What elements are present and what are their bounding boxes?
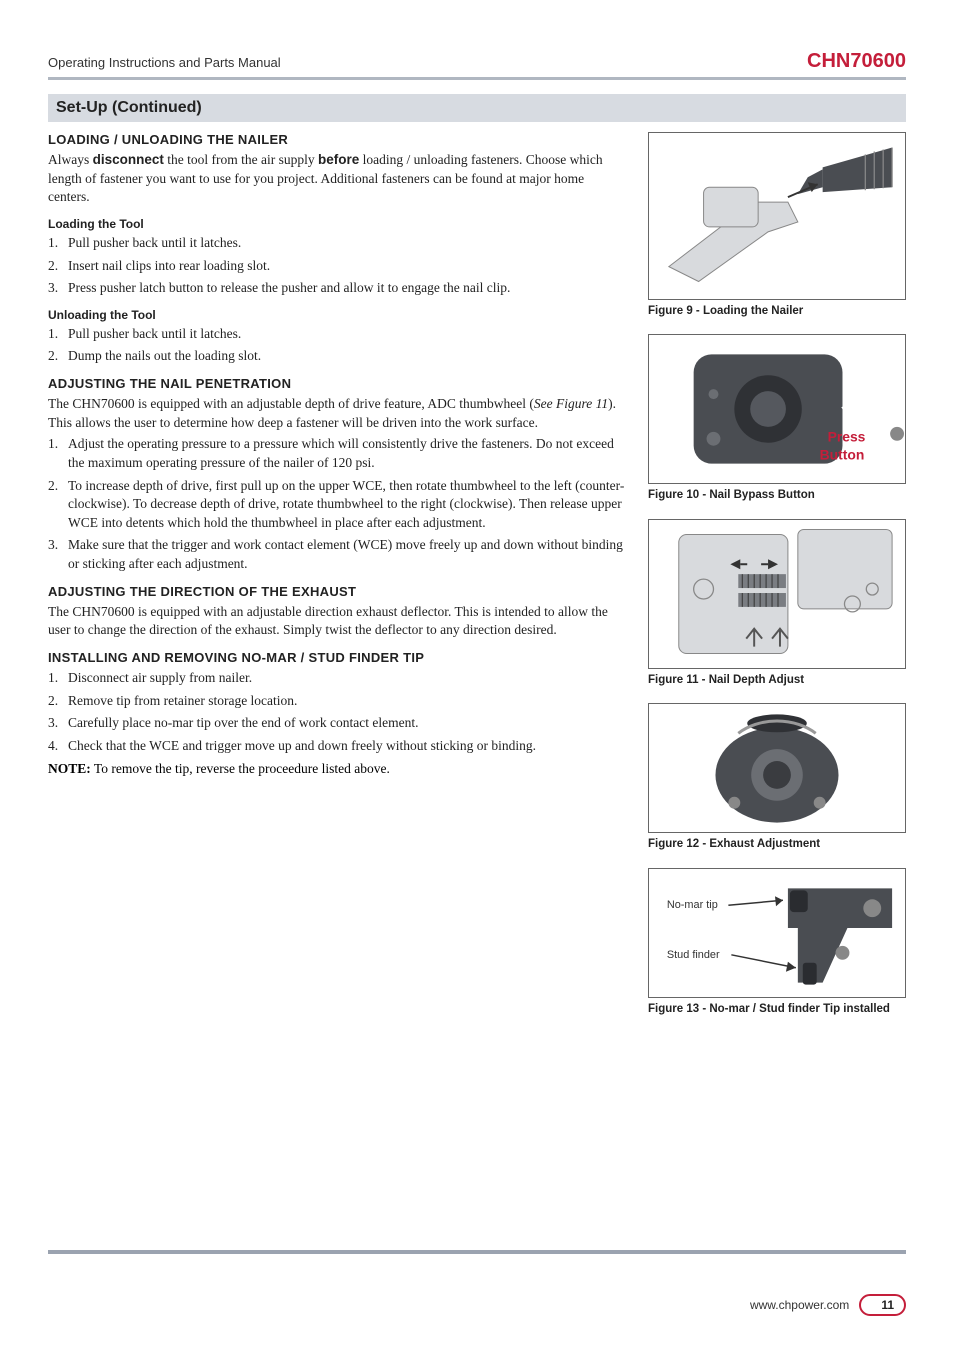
content: LOADING / UNLOADING THE NAILER Always di… [48,132,906,1032]
step: Disconnect air supply from nailer. [48,669,628,688]
step: Make sure that the trigger and work cont… [48,536,628,573]
page-header: Operating Instructions and Parts Manual … [48,50,906,80]
loading-intro: Always disconnect the tool from the air … [48,151,628,207]
penetration-heading: ADJUSTING THE NAIL PENETRATION [48,376,628,391]
figure-12 [648,703,906,833]
section-title: Set-Up (Continued) [48,94,906,122]
step: Dump the nails out the loading slot. [48,347,628,366]
step: Insert nail clips into rear loading slot… [48,257,628,276]
exhaust-heading: ADJUSTING THE DIRECTION OF THE EXHAUST [48,584,628,599]
figure-11 [648,519,906,669]
figure-13: No-mar tip Stud finder [648,868,906,998]
figure-10: Press Button [648,334,906,484]
figure-12-caption: Figure 12 - Exhaust Adjustment [648,837,906,851]
footer-rule [48,1250,906,1254]
figure-10-caption: Figure 10 - Nail Bypass Button [648,488,906,502]
right-column: Figure 9 - Loading the Nailer Press Butt… [648,132,906,1032]
step: Adjust the operating pressure to a press… [48,435,628,472]
button-label: Button [820,447,865,463]
penetration-steps: Adjust the operating pressure to a press… [48,435,628,573]
unloading-tool-heading: Unloading the Tool [48,308,628,322]
note-label: NOTE: [48,761,91,776]
penetration-intro: The CHN70600 is equipped with an adjusta… [48,395,628,432]
figure-11-caption: Figure 11 - Nail Depth Adjust [648,673,906,687]
step: To increase depth of drive, first pull u… [48,477,628,533]
model-number: CHN70600 [807,50,906,73]
loading-steps: Pull pusher back until it latches. Inser… [48,234,628,298]
nailer-loading-icon [649,132,905,300]
depth-adjust-icon [649,519,905,669]
step: Press pusher latch button to release the… [48,279,628,298]
step: Pull pusher back until it latches. [48,325,628,344]
note-text: To remove the tip, reverse the proceedur… [91,761,390,776]
unloading-steps: Pull pusher back until it latches. Dump … [48,325,628,366]
t: The CHN70600 is equipped with an adjusta… [48,396,534,411]
t: before [318,152,359,167]
t: Always [48,152,93,167]
figure-9 [648,132,906,300]
t: the tool from the air supply [164,152,318,167]
loading-tool-heading: Loading the Tool [48,217,628,231]
tip-note: NOTE: To remove the tip, reverse the pro… [48,761,628,777]
bypass-button-icon: Press Button [649,334,905,484]
step: Check that the WCE and trigger move up a… [48,737,628,756]
exhaust-adjust-icon [649,703,905,833]
t: See Figure 11 [534,396,608,411]
figure-13-caption: Figure 13 - No-mar / Stud finder Tip ins… [648,1002,906,1016]
press-label: Press [828,429,866,445]
page-number: 11 [859,1294,906,1316]
stud-finder-label: Stud finder [667,948,720,960]
footer-url: www.chpower.com [750,1298,849,1312]
header-left: Operating Instructions and Parts Manual [48,55,281,70]
step: Pull pusher back until it latches. [48,234,628,253]
exhaust-text: The CHN70600 is equipped with an adjusta… [48,603,628,640]
tip-heading: INSTALLING AND REMOVING NO-MAR / STUD FI… [48,650,628,665]
tip-steps: Disconnect air supply from nailer. Remov… [48,669,628,756]
loading-heading: LOADING / UNLOADING THE NAILER [48,132,628,147]
t: disconnect [93,152,164,167]
left-column: LOADING / UNLOADING THE NAILER Always di… [48,132,628,1032]
no-mar-label: No-mar tip [667,899,718,911]
page-footer: www.chpower.com 11 [48,1250,906,1316]
figure-9-caption: Figure 9 - Loading the Nailer [648,304,906,318]
step: Remove tip from retainer storage locatio… [48,692,628,711]
step: Carefully place no-mar tip over the end … [48,714,628,733]
no-mar-tip-icon: No-mar tip Stud finder [649,868,905,998]
